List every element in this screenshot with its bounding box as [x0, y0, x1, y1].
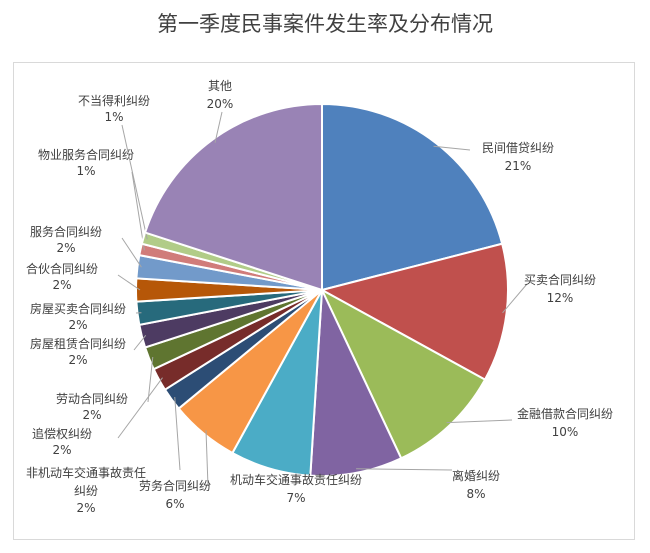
chart-title: 第一季度民事案件发生率及分布情况 — [157, 12, 493, 36]
slice-percent-7: 2% — [76, 501, 95, 515]
slice-label-10: 房屋租赁合同纠纷 — [30, 336, 126, 351]
slice-label-15: 不当得利纠纷 — [78, 93, 150, 108]
slice-label-14: 物业服务合同纠纷 — [38, 147, 134, 162]
slice-percent-1: 21% — [505, 159, 532, 173]
slice-percent-11: 2% — [68, 318, 87, 332]
slice-percent-15: 1% — [104, 110, 123, 124]
leader-line-16 — [214, 111, 223, 143]
pie-slice-3 — [319, 287, 487, 460]
slice-label-13: 服务合同纠纷 — [30, 224, 102, 239]
slice-percent-12: 2% — [52, 278, 71, 292]
slice-percent-10: 2% — [68, 353, 87, 367]
slice-percent-2: 12% — [547, 291, 574, 305]
pie-slice-16 — [143, 102, 323, 292]
leader-line-15 — [121, 124, 148, 240]
slice-label-7: 非机动车交通事故责任 — [26, 465, 146, 480]
slice-percent-8: 2% — [52, 443, 71, 457]
slice-label-12: 合伙合同纠纷 — [26, 261, 98, 276]
leader-line-1 — [433, 145, 471, 151]
slice-label-2: 买卖合同纠纷 — [524, 272, 596, 287]
slice-percent-9: 2% — [82, 408, 101, 422]
leader-line-4 — [356, 468, 453, 471]
pie-slice-1 — [321, 102, 504, 292]
chart-frame — [13, 62, 635, 540]
slice-percent-13: 2% — [56, 241, 75, 255]
slice-label-16: 其他 — [208, 79, 232, 93]
slice-label-9: 劳动合同纠纷 — [56, 391, 128, 406]
slice-percent-16: 20% — [207, 97, 234, 111]
leader-line-6 — [205, 430, 209, 487]
slice-label-1: 民间借贷纠纷 — [482, 141, 554, 155]
slice-percent-14: 1% — [76, 164, 95, 178]
leader-line-3 — [446, 419, 513, 424]
slice-label-5: 机动车交通事故责任纠纷 — [230, 472, 362, 487]
slice-label-7-cont: 纠纷 — [74, 484, 98, 498]
slice-label-4: 离婚纠纷 — [452, 468, 500, 483]
slice-percent-3: 10% — [552, 425, 579, 439]
leader-line-7 — [174, 396, 181, 471]
pie-slice-2 — [319, 242, 509, 381]
slice-label-6: 劳务合同纠纷 — [139, 478, 211, 493]
slice-percent-5: 7% — [286, 491, 305, 505]
leader-line-13 — [121, 237, 142, 268]
leader-line-2 — [502, 283, 528, 314]
leader-line-8 — [117, 377, 163, 439]
leader-line-14 — [131, 171, 145, 251]
slice-percent-4: 8% — [466, 487, 485, 501]
pie-slice-4 — [309, 289, 403, 477]
leader-line-10 — [133, 334, 147, 351]
leader-line-12 — [117, 274, 141, 291]
leader-line-9 — [147, 356, 154, 403]
slice-label-8: 追偿权纠纷 — [32, 426, 92, 441]
slice-percent-6: 6% — [165, 497, 184, 511]
slice-label-11: 房屋买卖合同纠纷 — [30, 301, 126, 316]
slice-label-3: 金融借款合同纠纷 — [517, 406, 613, 421]
